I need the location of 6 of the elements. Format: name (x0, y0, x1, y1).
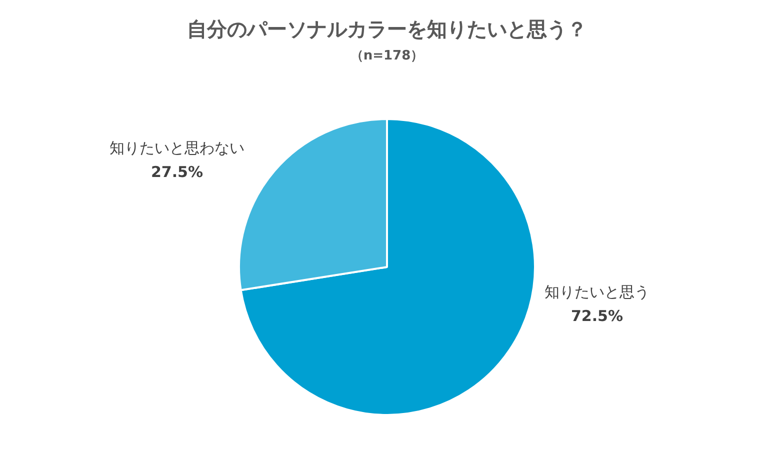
slice-label: 知りたいと思う (544, 282, 650, 301)
data-label: 72.5% (570, 306, 624, 325)
data-label: 27.5% (150, 162, 204, 181)
chart-subtitle: （n=178） (350, 48, 424, 64)
slice-label: 知りたいと思わない (110, 138, 244, 157)
chart-title: 自分のパーソナルカラーを知りたいと思う？ (187, 17, 587, 42)
